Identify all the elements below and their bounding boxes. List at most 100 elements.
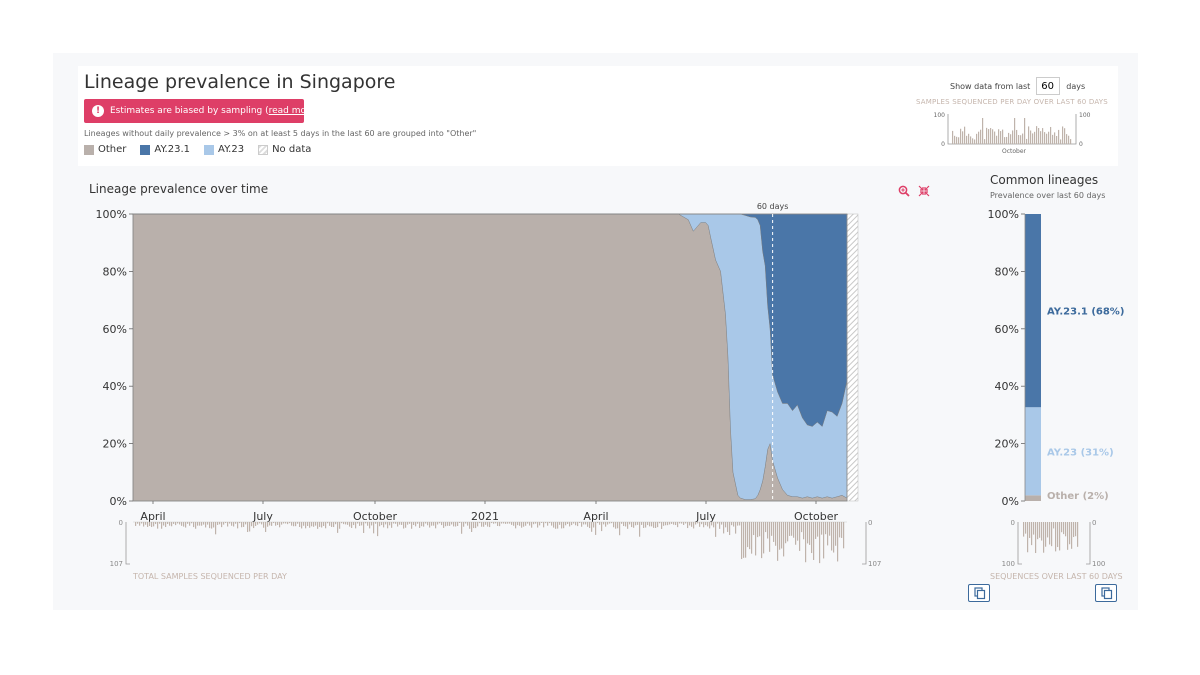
sample-bar <box>647 522 649 526</box>
sample-bar <box>707 522 709 527</box>
sample-bar <box>227 522 229 527</box>
mini-sample-bar <box>1002 129 1004 144</box>
sample-bar <box>159 522 161 524</box>
sample-bar <box>399 522 401 525</box>
sample-bar <box>675 522 677 526</box>
days-input[interactable] <box>1036 77 1061 95</box>
samples-axis-min-right: 0 <box>868 519 872 527</box>
copy-side-button[interactable] <box>1095 584 1117 602</box>
sample-bar <box>623 522 625 527</box>
sample-bar <box>1069 522 1071 545</box>
legend-item-ay23[interactable]: AY.23 <box>204 144 244 155</box>
collapse-icon[interactable] <box>918 185 930 197</box>
y-tick-label: 0% <box>1002 495 1019 508</box>
sample-bar <box>149 522 151 526</box>
mini-sample-bar <box>994 131 996 144</box>
sample-bar <box>379 522 381 527</box>
legend-label-nodata: No data <box>272 144 312 155</box>
sample-bar <box>533 522 535 525</box>
sample-bar <box>551 522 553 526</box>
sample-bar <box>177 522 179 524</box>
sample-bar <box>511 522 513 525</box>
sample-bar <box>283 522 285 524</box>
mini-sample-bar <box>1018 135 1020 144</box>
sample-bar <box>201 522 203 526</box>
sample-bar <box>779 522 781 550</box>
sample-bar <box>635 522 637 526</box>
y-tick-label: 100% <box>96 208 127 221</box>
zoom-in-icon[interactable] <box>898 185 910 197</box>
sample-bar <box>651 522 653 527</box>
sample-bar <box>789 522 791 536</box>
sample-bar <box>549 522 551 524</box>
sample-bar <box>369 522 371 529</box>
mini-sample-bar <box>1052 134 1054 144</box>
mini-sample-bar <box>1066 134 1068 144</box>
sample-bar <box>1033 522 1035 535</box>
sample-bar <box>481 522 483 527</box>
samples-axis-right <box>862 522 867 565</box>
sample-bar <box>1073 522 1075 538</box>
sample-bar <box>327 522 329 524</box>
sample-bar <box>401 522 403 525</box>
sample-bar <box>215 522 217 535</box>
sample-bar <box>843 522 845 549</box>
sample-bar <box>249 522 251 532</box>
sample-bar <box>453 522 455 527</box>
sample-bar <box>781 522 783 549</box>
mini-sample-bar <box>988 129 990 144</box>
sample-bar <box>783 522 785 557</box>
sample-bar <box>335 522 337 525</box>
sample-bar <box>749 522 751 550</box>
sample-bar <box>771 522 773 536</box>
sample-bar <box>413 522 415 526</box>
sample-bar <box>217 522 219 525</box>
legend-item-other[interactable]: Other <box>84 144 126 155</box>
sample-bar <box>179 522 181 525</box>
sample-bar <box>309 522 311 528</box>
read-more-link[interactable]: read more <box>268 106 316 116</box>
sample-bar <box>1023 522 1025 537</box>
sample-bar <box>817 522 819 537</box>
mini-sample-bar <box>956 136 958 144</box>
sample-bar <box>579 522 581 524</box>
sample-bar <box>747 522 749 548</box>
sample-bar <box>181 522 183 526</box>
sample-bar <box>679 522 681 524</box>
sample-bar <box>365 522 367 524</box>
sample-bar <box>577 522 579 527</box>
sample-bar <box>373 522 375 534</box>
sample-bar <box>153 522 155 527</box>
sample-bar <box>405 522 407 528</box>
sample-bar <box>1039 522 1041 538</box>
copy-main-button[interactable] <box>968 584 990 602</box>
sample-bar <box>839 522 841 538</box>
sample-bar <box>237 522 239 529</box>
legend-swatch-nodata <box>258 144 269 155</box>
sample-bar <box>351 522 353 528</box>
sample-bar <box>463 522 465 527</box>
sample-bar <box>473 522 475 529</box>
sample-bar <box>733 522 735 527</box>
sample-bar <box>565 522 567 526</box>
sample-bar <box>203 522 205 525</box>
sample-bar <box>615 522 617 529</box>
sample-bar <box>691 522 693 527</box>
mini-axis-max-right: 100 <box>1079 112 1091 119</box>
sample-bar <box>841 522 843 538</box>
sample-bar <box>513 522 515 526</box>
sample-bar <box>353 522 355 526</box>
sample-bar <box>769 522 771 552</box>
mini-sample-bar <box>1030 130 1032 144</box>
sample-bar <box>485 522 487 525</box>
sample-bar <box>683 522 685 525</box>
sample-bar <box>819 522 821 564</box>
sample-bar <box>271 522 273 526</box>
mini-axis-right <box>1074 114 1077 145</box>
sample-bar <box>457 522 459 526</box>
sample-bar <box>265 522 267 532</box>
sample-bar <box>555 522 557 529</box>
legend-item-ay231[interactable]: AY.23.1 <box>140 144 190 155</box>
sample-bar <box>211 522 213 529</box>
samples-axis-left <box>125 522 130 565</box>
